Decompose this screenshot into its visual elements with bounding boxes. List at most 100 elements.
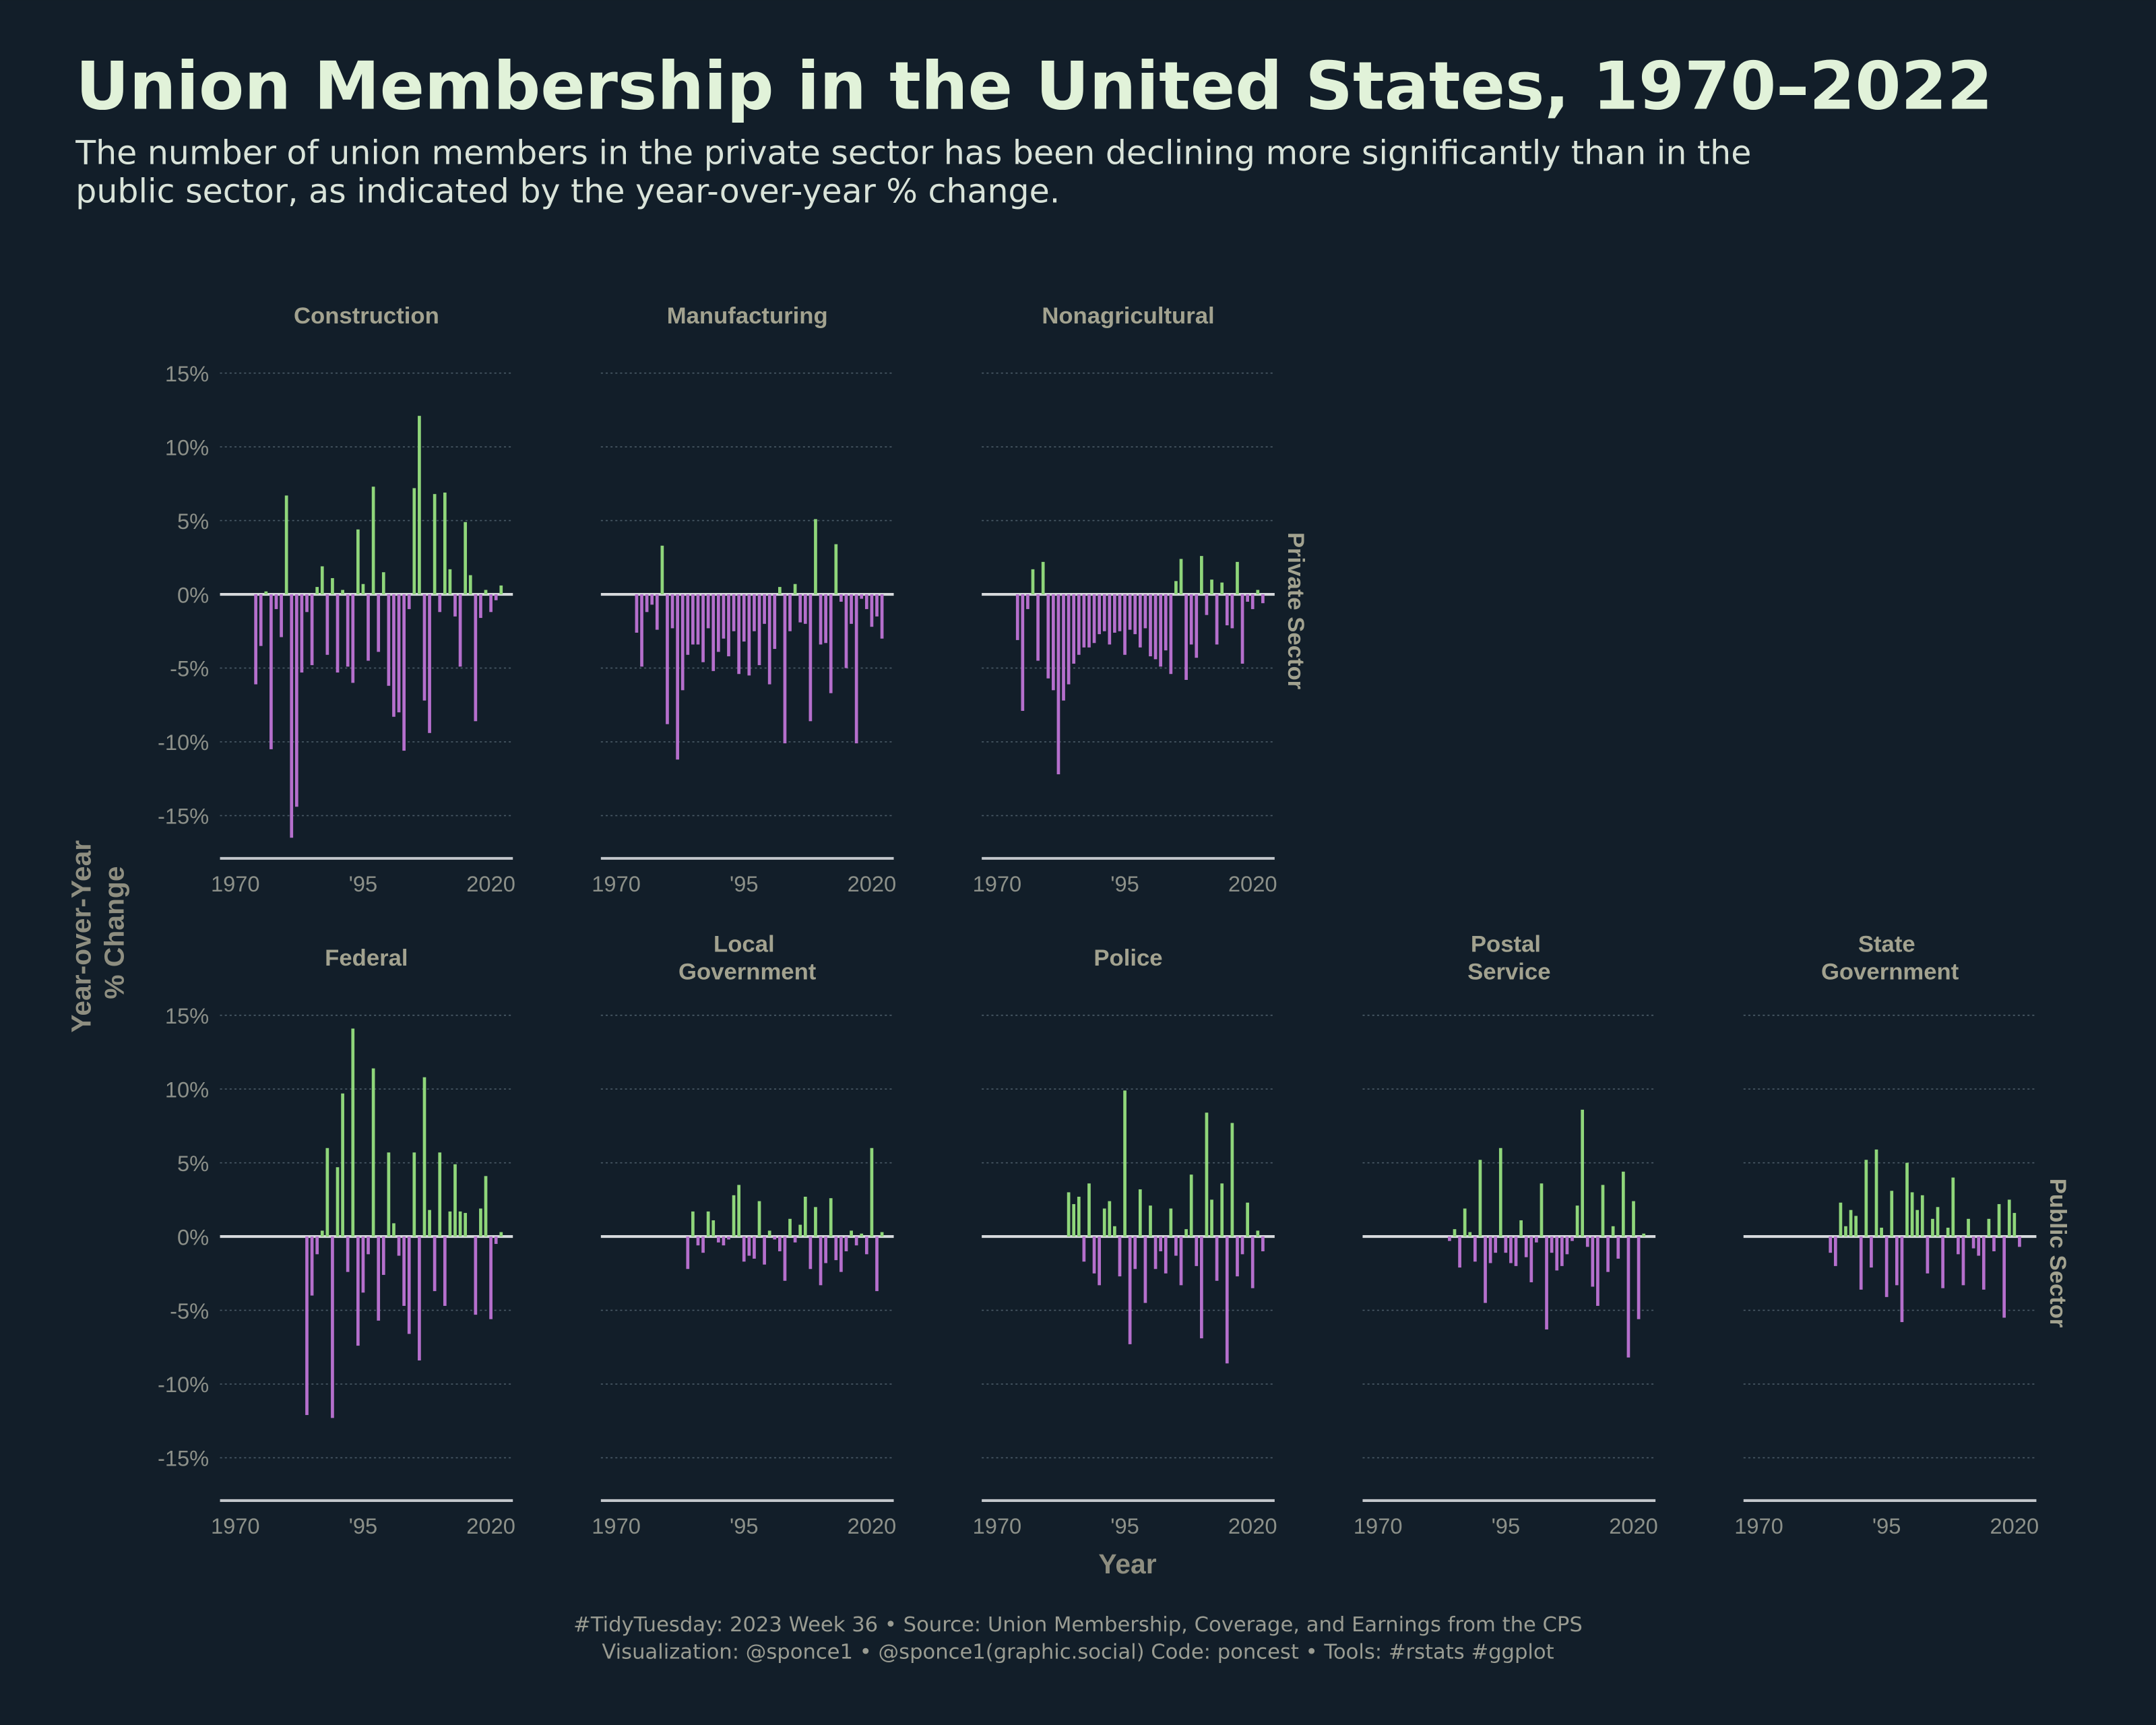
x-tick-label: '95 (1492, 1513, 1521, 1538)
bar (747, 594, 751, 676)
bar (443, 1236, 447, 1306)
bar (254, 594, 257, 685)
bar (1133, 594, 1137, 635)
bar (294, 594, 298, 807)
x-tick-label: 2020 (1228, 1513, 1277, 1538)
bar (2007, 1199, 2011, 1237)
bar (850, 1230, 853, 1237)
bar (753, 594, 756, 631)
bar (1616, 1236, 1620, 1259)
bar (320, 1230, 324, 1237)
bar (453, 1164, 457, 1237)
bar (2002, 1236, 2006, 1318)
bar (793, 584, 797, 595)
bar (680, 594, 685, 691)
y-tick-label: 10% (165, 1077, 209, 1102)
facet-row-label: Public Sector (2045, 1179, 2070, 1328)
bar (1072, 594, 1076, 664)
bar (325, 594, 329, 655)
bar (1632, 1201, 1635, 1237)
bar (1448, 1236, 1451, 1241)
bar (875, 594, 879, 617)
bar (1138, 1189, 1142, 1237)
bar (753, 1236, 756, 1259)
bar (737, 1185, 741, 1237)
bar (844, 1236, 848, 1251)
bar (392, 594, 395, 717)
bar (418, 416, 421, 595)
bar (300, 594, 304, 673)
x-tick-label: 1970 (973, 1513, 1022, 1538)
bar (706, 594, 710, 629)
x-tick-label: 2020 (466, 1513, 515, 1538)
bar (1082, 594, 1086, 648)
bar (742, 1236, 746, 1262)
bar (1833, 1236, 1837, 1266)
bar (1854, 1216, 1858, 1237)
bar (1118, 1236, 1122, 1277)
bar (1210, 579, 1213, 595)
bar (1230, 594, 1234, 629)
bar (1051, 594, 1055, 691)
bar (1102, 594, 1106, 631)
bar (305, 1236, 309, 1415)
bar (274, 594, 278, 609)
x-tick-label: 2020 (1228, 871, 1277, 896)
bar (438, 594, 442, 613)
bar (331, 1236, 334, 1418)
bar (670, 594, 674, 629)
bar (464, 1213, 468, 1237)
x-tick-label: '95 (349, 871, 378, 896)
bar (1200, 556, 1203, 595)
bar (819, 594, 823, 645)
panel-title: Manufacturing (667, 303, 828, 329)
bar (803, 594, 807, 624)
y-tick-label: -10% (158, 730, 209, 755)
panel-title: Local Government (678, 932, 817, 985)
bar (1082, 1236, 1086, 1262)
bar (371, 1068, 375, 1237)
x-tick-label: 1970 (592, 1513, 641, 1538)
bar (392, 1223, 395, 1237)
bar (1236, 1236, 1239, 1277)
bar (1611, 1226, 1615, 1237)
bar (397, 594, 401, 713)
bar (1463, 1208, 1467, 1237)
bar (763, 1236, 766, 1265)
bar (422, 1077, 426, 1237)
bar (1179, 1236, 1183, 1286)
x-tick-label: 1970 (973, 871, 1022, 896)
bar (1951, 1177, 1955, 1237)
bar (1195, 1236, 1199, 1266)
bar (1509, 1236, 1513, 1263)
bar (1555, 1236, 1559, 1271)
bar (264, 591, 268, 595)
x-tick-label: '95 (1110, 1513, 1139, 1538)
bar (1637, 1236, 1641, 1319)
bar (479, 594, 482, 619)
bar (1256, 1230, 1260, 1237)
bar (474, 594, 478, 722)
bar (1591, 1236, 1595, 1287)
bar (1977, 1236, 1981, 1256)
bar (1098, 594, 1101, 635)
bar (701, 1236, 705, 1253)
y-tick-label: 5% (177, 509, 209, 534)
bar (722, 1236, 726, 1246)
bar (1195, 594, 1199, 658)
bar (474, 1236, 478, 1315)
bar (1169, 1208, 1173, 1237)
bar (763, 594, 766, 624)
bar (367, 1236, 370, 1255)
bar (1581, 1109, 1585, 1237)
bar (1123, 1090, 1127, 1237)
bar (798, 1224, 802, 1237)
bar (1205, 1112, 1209, 1237)
bar (1256, 590, 1260, 595)
y-tick-label: 5% (177, 1151, 209, 1176)
bar (1849, 1210, 1853, 1237)
bar (448, 569, 452, 595)
panel-title: State Government (1821, 932, 1959, 985)
bar (1829, 1236, 1833, 1253)
